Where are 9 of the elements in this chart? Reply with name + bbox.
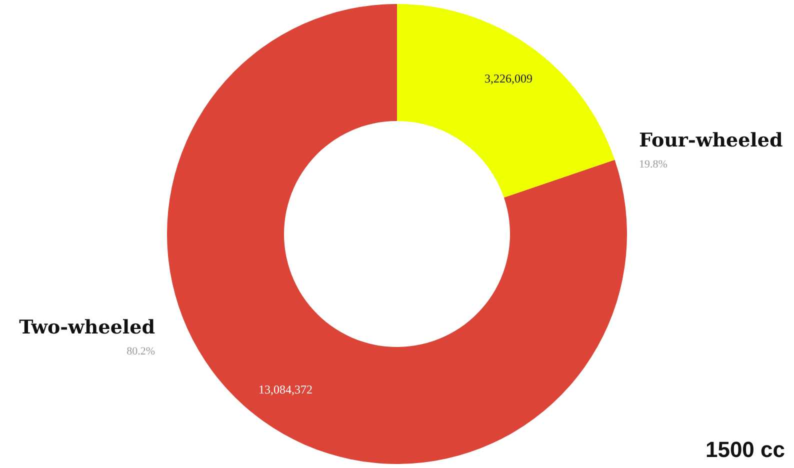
donut-slice	[167, 4, 627, 464]
text: 19.8%	[639, 158, 668, 170]
slice-label: Two-wheeled	[19, 316, 155, 339]
donut-slice	[397, 4, 615, 198]
data-label: 13,084,372	[258, 382, 313, 397]
slice-label: Four-wheeled	[639, 129, 783, 152]
data-label: 3,226,009	[484, 71, 532, 86]
text: 80.2%	[126, 346, 155, 358]
text: 1500 cc	[705, 437, 785, 462]
